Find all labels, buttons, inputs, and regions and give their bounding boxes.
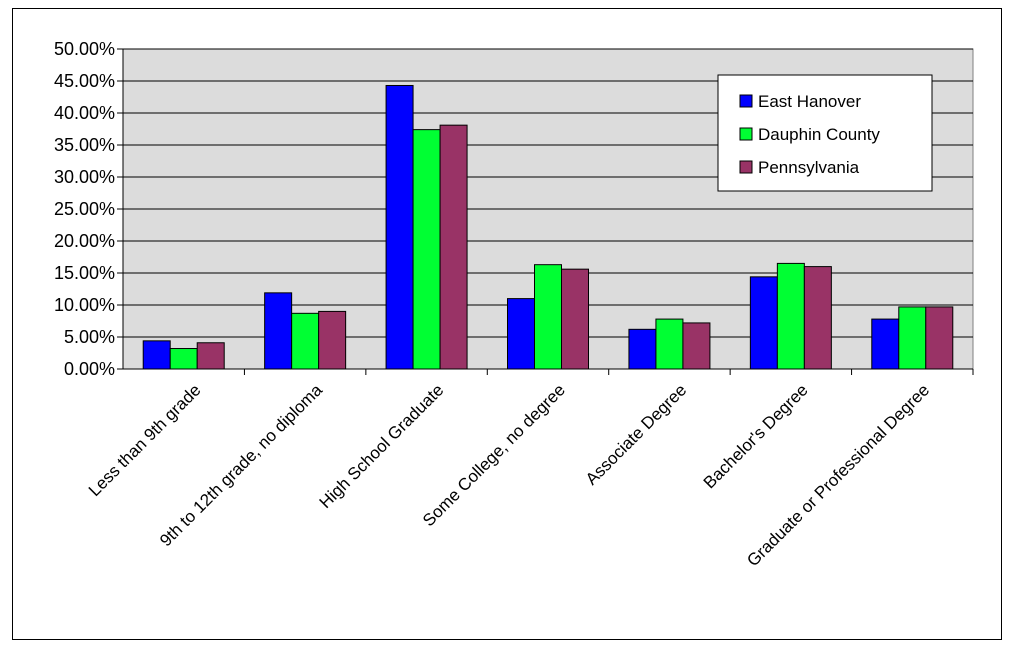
bar-dauphin-county xyxy=(534,264,562,370)
bar-pennsylvania xyxy=(439,124,468,370)
bar-east-hanover xyxy=(871,318,900,370)
bar-east-hanover xyxy=(749,276,778,370)
y-tick-label: 35.00% xyxy=(54,135,115,155)
legend-swatch xyxy=(739,127,753,141)
bar-east-hanover xyxy=(507,298,535,370)
legend-swatch xyxy=(739,160,753,174)
y-tick-label: 25.00% xyxy=(54,199,115,219)
legend-label: Dauphin County xyxy=(758,125,880,144)
x-category-label: Bachelor's Degree xyxy=(700,380,812,492)
bar-dauphin-county xyxy=(898,306,927,370)
bar-chart: 0.00% 5.00% 10.00% 15.00% 20.00% 25.00% 30.00%… xyxy=(54,39,974,570)
bar-dauphin-county xyxy=(776,262,805,370)
bar-pennsylvania xyxy=(561,268,589,370)
y-tick-label: 0.00% xyxy=(64,359,115,379)
bar-pennsylvania xyxy=(803,266,832,370)
bar-dauphin-county xyxy=(655,318,684,370)
y-tick-label: 40.00% xyxy=(54,103,115,123)
x-category-label: High School Graduate xyxy=(316,380,448,512)
bar-pennsylvania xyxy=(925,306,954,370)
y-tick-label: 50.00% xyxy=(54,39,115,59)
x-category-label: Some College, no degree xyxy=(419,380,569,530)
bar-east-hanover xyxy=(628,328,657,370)
y-tick-label: 30.00% xyxy=(54,167,115,187)
y-tick-label: 5.00% xyxy=(64,327,115,347)
bar-pennsylvania xyxy=(682,322,711,370)
x-category-label: Associate Degree xyxy=(582,380,690,488)
bar-dauphin-county xyxy=(291,312,320,370)
legend-box xyxy=(717,74,933,192)
y-tick-label: 15.00% xyxy=(54,263,115,283)
legend-swatch xyxy=(739,94,753,108)
bar-pennsylvania xyxy=(196,342,225,370)
y-tick-label: 45.00% xyxy=(54,71,115,91)
legend-label: East Hanover xyxy=(758,92,861,111)
bar-east-hanover xyxy=(142,340,171,370)
legend-label: Pennsylvania xyxy=(758,158,860,177)
chart-frame: 0.00% 5.00% 10.00% 15.00% 20.00% 25.00% 30.00%… xyxy=(12,8,1002,640)
y-tick-label: 10.00% xyxy=(54,295,115,315)
x-category-label: Less than 9th grade xyxy=(85,380,205,500)
bar-east-hanover xyxy=(385,84,414,370)
bar-pennsylvania xyxy=(318,310,347,370)
bar-dauphin-county xyxy=(412,129,441,370)
bar-east-hanover xyxy=(264,292,293,370)
legend: East Hanover Dauphin County Pennsylvania xyxy=(717,74,933,192)
y-tick-label: 20.00% xyxy=(54,231,115,251)
bar-dauphin-county xyxy=(169,348,198,370)
